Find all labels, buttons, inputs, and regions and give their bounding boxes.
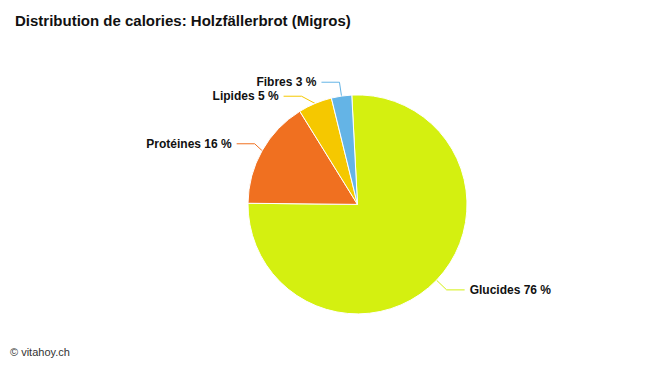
svg-text:Glucides 76 %: Glucides 76 %: [470, 283, 552, 297]
svg-text:Fibres 3 %: Fibres 3 %: [256, 75, 316, 89]
svg-text:Distribution de calories: Holz: Distribution de calories: Holzfällerbrot…: [15, 12, 351, 29]
svg-text:Protéines 16 %: Protéines 16 %: [146, 137, 232, 151]
svg-text:© vitahoy.ch: © vitahoy.ch: [10, 346, 70, 358]
svg-text:Lipides 5 %: Lipides 5 %: [213, 89, 279, 103]
